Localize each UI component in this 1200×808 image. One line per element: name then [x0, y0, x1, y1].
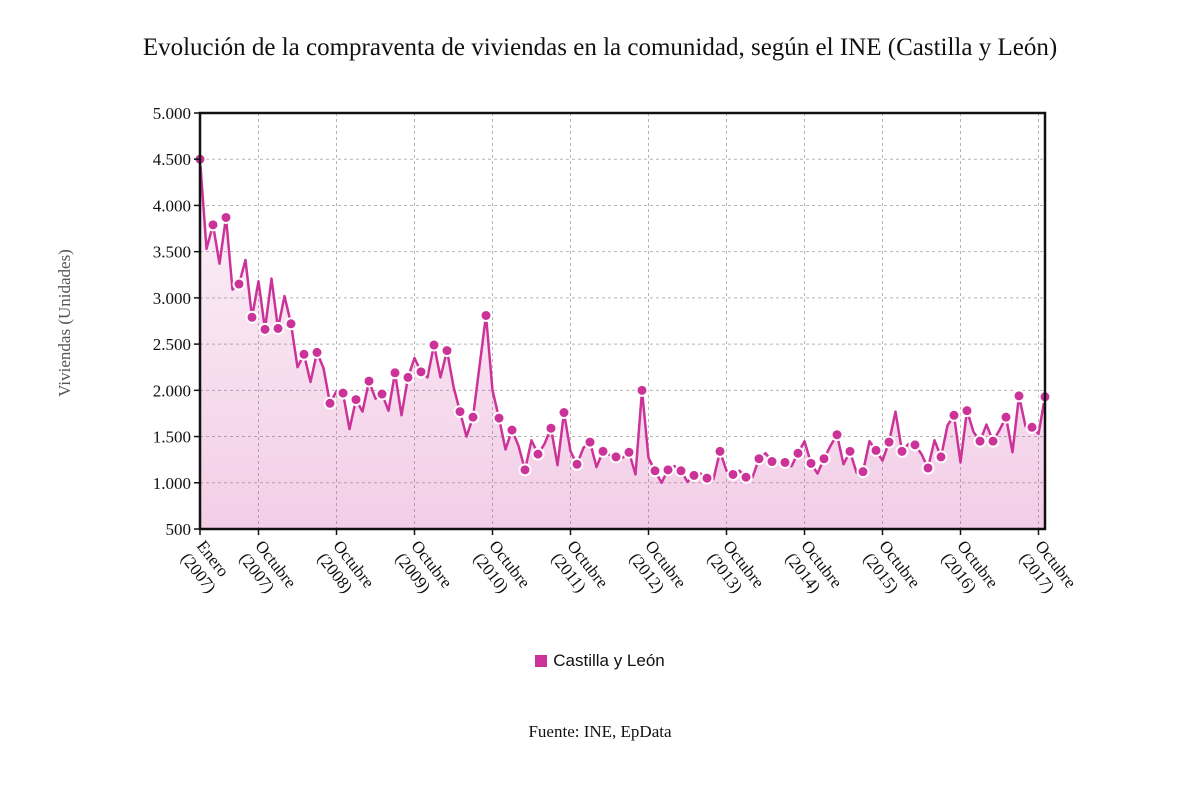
data-point[interactable] — [206, 218, 220, 232]
data-point[interactable] — [531, 447, 545, 461]
data-point[interactable] — [817, 452, 831, 466]
data-point[interactable] — [661, 463, 675, 477]
y-axis-label: Viviendas (Unidades) — [55, 249, 74, 397]
chart-title: Evolución de la compraventa de viviendas… — [142, 34, 1058, 61]
y-tick-label: 1.000 — [153, 474, 191, 493]
data-point[interactable] — [219, 210, 233, 224]
data-point[interactable] — [635, 383, 649, 397]
legend-swatch — [535, 655, 548, 667]
data-point[interactable] — [557, 406, 571, 420]
y-tick-label: 4.500 — [153, 150, 191, 169]
data-point[interactable] — [739, 470, 753, 484]
x-tick-label: Octubre(2012) — [626, 537, 690, 604]
data-point[interactable] — [648, 464, 662, 478]
data-point[interactable] — [726, 467, 740, 481]
data-point[interactable] — [882, 435, 896, 449]
data-point[interactable] — [466, 410, 480, 424]
y-tick-label: 3.000 — [153, 289, 191, 308]
data-point[interactable] — [674, 464, 688, 478]
y-tick-label: 1.500 — [153, 428, 191, 447]
data-point[interactable] — [570, 457, 584, 471]
data-point[interactable] — [934, 450, 948, 464]
data-point[interactable] — [752, 452, 766, 466]
data-point[interactable] — [1012, 389, 1026, 403]
data-point[interactable] — [765, 455, 779, 469]
data-point[interactable] — [232, 277, 246, 291]
data-point[interactable] — [271, 321, 285, 335]
data-point[interactable] — [544, 421, 558, 435]
data-point[interactable] — [609, 450, 623, 464]
y-tick-label: 4.000 — [153, 196, 191, 215]
data-point[interactable] — [336, 386, 350, 400]
data-point[interactable] — [921, 461, 935, 475]
data-point[interactable] — [830, 428, 844, 442]
data-point[interactable] — [453, 405, 467, 419]
source-note: Fuente: INE, EpData — [528, 722, 672, 741]
data-point[interactable] — [323, 396, 337, 410]
data-point[interactable] — [999, 410, 1013, 424]
data-point[interactable] — [596, 444, 610, 458]
data-point[interactable] — [479, 308, 493, 322]
x-tick-label: Enero(2007) — [177, 537, 236, 597]
data-point[interactable] — [856, 465, 870, 479]
data-point[interactable] — [843, 444, 857, 458]
data-point[interactable] — [388, 366, 402, 380]
data-point[interactable] — [986, 434, 1000, 448]
x-tick-label: Octubre(2009) — [392, 537, 456, 604]
data-point[interactable] — [349, 393, 363, 407]
data-point[interactable] — [778, 455, 792, 469]
legend-label: Castilla y León — [553, 651, 665, 670]
series-area-fill — [200, 159, 1045, 529]
y-tick-label: 3.500 — [153, 243, 191, 262]
data-point[interactable] — [414, 365, 428, 379]
x-axis: Enero(2007) Octubre(2007) Octubre(2008) Oct… — [177, 529, 1080, 604]
y-tick-label: 500 — [166, 520, 192, 539]
data-point[interactable] — [687, 468, 701, 482]
data-point[interactable] — [440, 344, 454, 358]
y-tick-label: 5.000 — [153, 104, 191, 123]
data-point[interactable] — [895, 444, 909, 458]
plot-frame — [198, 111, 1047, 531]
x-tick-label: Octubre(2007) — [236, 537, 300, 604]
x-tick-label: Octubre(2017) — [1016, 537, 1080, 604]
data-point[interactable] — [310, 345, 324, 359]
x-tick-label: Octubre(2008) — [314, 537, 378, 604]
data-point[interactable] — [245, 310, 259, 324]
x-tick-label: Octubre(2011) — [548, 537, 612, 604]
data-point[interactable] — [427, 338, 441, 352]
data-point[interactable] — [700, 471, 714, 485]
x-tick-label: Octubre(2016) — [938, 537, 1002, 604]
data-point[interactable] — [583, 435, 597, 449]
y-axis: 500 1.000 1.500 2.000 2.500 3.000 3.500 4.000 4.… — [153, 104, 200, 539]
data-point[interactable] — [804, 456, 818, 470]
x-tick-label: Octubre(2014) — [782, 537, 846, 604]
data-point[interactable] — [492, 411, 506, 425]
data-point[interactable] — [375, 387, 389, 401]
data-point[interactable] — [791, 446, 805, 460]
data-point[interactable] — [713, 444, 727, 458]
x-tick-label: Octubre(2010) — [470, 537, 534, 604]
series-points — [193, 152, 1052, 485]
data-point[interactable] — [505, 423, 519, 437]
data-point[interactable] — [973, 434, 987, 448]
data-point[interactable] — [908, 438, 922, 452]
data-point[interactable] — [869, 443, 883, 457]
data-point[interactable] — [297, 347, 311, 361]
x-tick-label: Octubre(2015) — [860, 537, 924, 604]
x-tick-label: Octubre(2013) — [704, 537, 768, 604]
data-point[interactable] — [401, 370, 415, 384]
data-point[interactable] — [258, 322, 272, 336]
data-point[interactable] — [947, 408, 961, 422]
data-point[interactable] — [518, 463, 532, 477]
data-point[interactable] — [960, 404, 974, 418]
data-point[interactable] — [622, 445, 636, 459]
y-tick-label: 2.000 — [153, 381, 191, 400]
legend[interactable]: Castilla y León — [0, 651, 1200, 671]
data-point[interactable] — [362, 374, 376, 388]
y-tick-label: 2.500 — [153, 335, 191, 354]
data-point[interactable] — [1025, 420, 1039, 434]
data-point[interactable] — [284, 317, 298, 331]
